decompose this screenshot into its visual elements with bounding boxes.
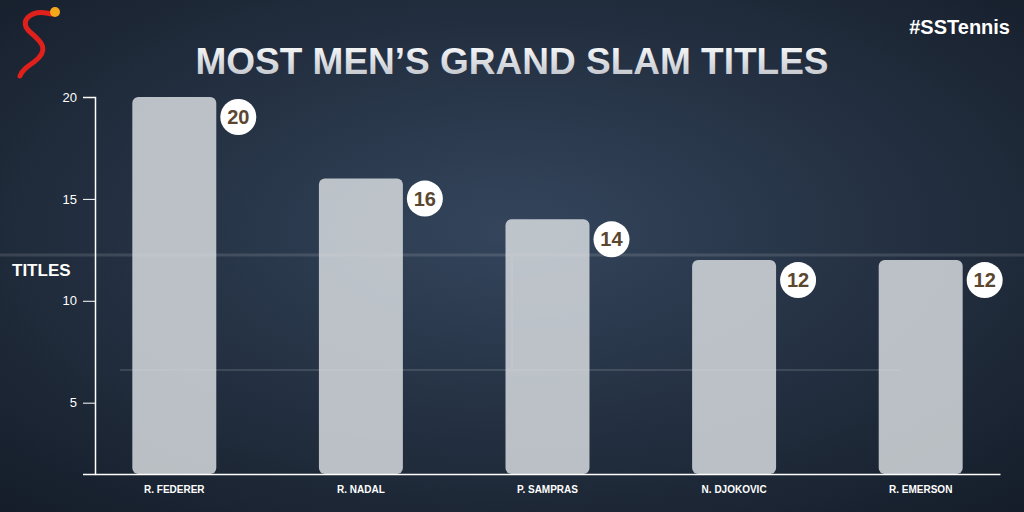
x-tick-label: R. EMERSON xyxy=(889,484,952,495)
x-tick-label: R. FEDERER xyxy=(144,484,205,495)
y-tick-mark xyxy=(83,199,95,200)
x-axis: R. FEDERER R. NADAL P. SAMPRAS N. DJOKOVIC R… xyxy=(96,474,1001,495)
bar xyxy=(132,97,216,474)
logo-mark xyxy=(20,13,52,76)
plot-area xyxy=(132,97,962,474)
y-tick-label: 5 xyxy=(70,395,77,410)
y-tick-mark xyxy=(83,301,95,302)
data-label: 12 xyxy=(780,262,816,298)
data-label: 14 xyxy=(593,221,629,257)
bar xyxy=(506,219,590,474)
logo xyxy=(20,7,60,76)
y-axis-line xyxy=(83,98,96,475)
subtitle: #SSTennis xyxy=(909,16,1010,38)
x-tick: R. NADAL xyxy=(337,474,385,495)
y-tick-mark xyxy=(83,97,95,98)
title: MOST MEN’S GRAND SLAM TITLES xyxy=(195,41,828,82)
y-axis-title: TITLES xyxy=(12,261,71,280)
bar xyxy=(879,260,963,474)
data-label-text: 14 xyxy=(600,228,623,250)
data-label: 12 xyxy=(967,262,1003,298)
data-label-text: 20 xyxy=(227,106,249,128)
y-tick: 10 xyxy=(63,293,95,308)
x-tick: R. EMERSON xyxy=(889,474,952,495)
bar xyxy=(692,260,776,474)
x-tick: R. FEDERER xyxy=(144,474,205,495)
data-labels: 20 16 14 12 12 xyxy=(220,99,1002,298)
data-label-text: 16 xyxy=(414,188,436,210)
data-label: 16 xyxy=(407,181,443,217)
label-badge xyxy=(967,262,1003,298)
y-tick: 5 xyxy=(70,395,95,410)
label-badge xyxy=(593,221,629,257)
logo-dot xyxy=(50,7,60,17)
y-tick-label: 20 xyxy=(63,90,77,105)
y-tick-mark xyxy=(83,403,95,404)
x-tick-label: N. DJOKOVIC xyxy=(702,484,767,495)
x-tick: N. DJOKOVIC xyxy=(702,474,767,495)
label-badge xyxy=(220,99,256,135)
x-axis-line xyxy=(96,474,1001,476)
bar xyxy=(319,179,403,474)
x-tick-label: P. SAMPRAS xyxy=(517,484,578,495)
chart: MOST MEN’S GRAND SLAM TITLES #SSTennis 5 10… xyxy=(0,0,1024,512)
y-tick: 20 xyxy=(63,90,95,105)
x-tick-label: R. NADAL xyxy=(337,484,385,495)
data-label-text: 12 xyxy=(787,269,809,291)
label-badge xyxy=(780,262,816,298)
y-axis: 5 10 15 20 xyxy=(63,90,96,475)
y-tick-label: 15 xyxy=(63,192,77,207)
y-tick: 15 xyxy=(63,192,95,207)
y-tick-label: 10 xyxy=(63,293,77,308)
background xyxy=(0,0,1024,512)
data-label: 20 xyxy=(220,99,256,135)
label-badge xyxy=(407,181,443,217)
x-tick: P. SAMPRAS xyxy=(517,474,578,495)
data-label-text: 12 xyxy=(974,269,996,291)
